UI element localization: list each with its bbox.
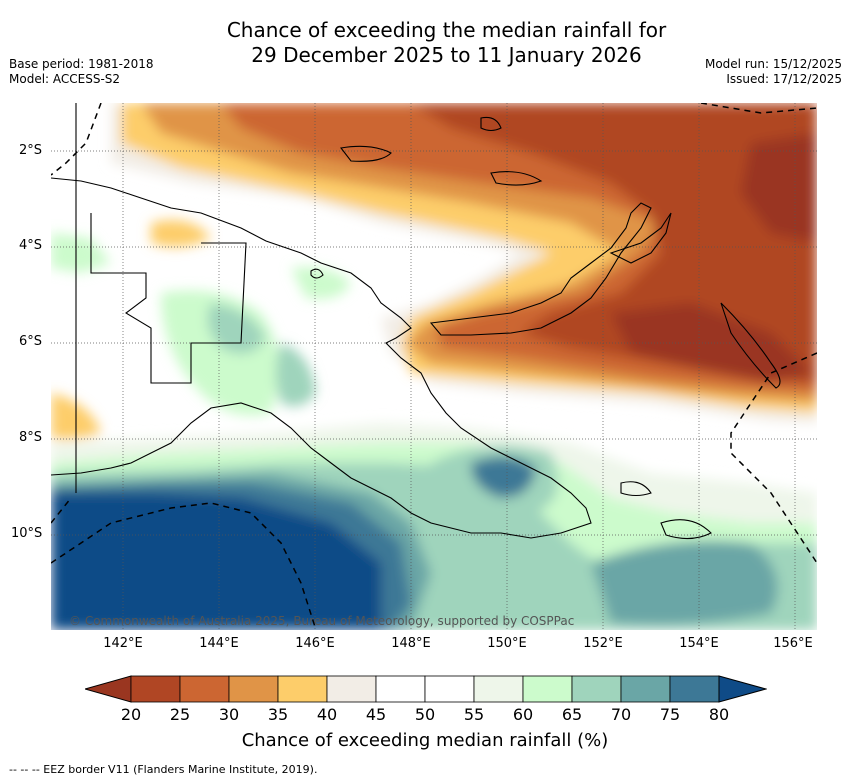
lon-label-144e: 144°E [199, 636, 239, 651]
colorbar-cell [571, 675, 622, 703]
colorbar-cell [277, 675, 328, 703]
colorbar-tick: 60 [512, 705, 534, 724]
lat-label-10s: 10°S [11, 526, 43, 541]
lon-label-156e: 156°E [773, 636, 813, 651]
colorbar-tick: 20 [120, 705, 142, 724]
graticule [51, 103, 817, 630]
title-line-2: 29 December 2025 to 11 January 2026 [251, 43, 642, 67]
info-right: Model run: 15/12/2025 Issued: 17/12/2025 [705, 57, 842, 87]
colorbar-tick: 25 [169, 705, 191, 724]
lat-label-6s: 6°S [19, 334, 43, 349]
colorbar-cell [179, 675, 230, 703]
model-name: Model: ACCESS-S2 [9, 72, 121, 86]
lon-label-150e: 150°E [487, 636, 527, 651]
colorbar-cell [473, 675, 524, 703]
colorbar-cell [375, 675, 426, 703]
colorbar-title: Chance of exceeding median rainfall (%) [241, 730, 609, 751]
colorbar-tick: 80 [708, 705, 730, 724]
title-line-1: Chance of exceeding the median rainfall … [226, 18, 667, 42]
colorbar-cell [424, 675, 475, 703]
colorbar-cell [326, 675, 377, 703]
coastlines [51, 103, 781, 540]
colorbar-cells [130, 675, 720, 703]
lon-label-154e: 154°E [679, 636, 719, 651]
map-canvas [51, 103, 817, 630]
colorbar-cell [669, 675, 720, 703]
info-left: Base period: 1981-2018 Model: ACCESS-S2 [9, 57, 154, 87]
colorbar-over-arrow [718, 675, 767, 703]
rainfall-shading [51, 103, 817, 630]
model-run: Model run: 15/12/2025 [704, 57, 842, 71]
colorbar [85, 675, 767, 703]
lon-label-146e: 146°E [295, 636, 335, 651]
colorbar-tick: 35 [267, 705, 289, 724]
colorbar-cell [130, 675, 181, 703]
lon-label-142e: 142°E [103, 636, 143, 651]
colorbar-cell [620, 675, 671, 703]
eez-footnote: -- -- -- EEZ border V11 (Flanders Marine… [9, 763, 318, 776]
rainfall-map [51, 103, 817, 630]
colorbar-tick: 45 [365, 705, 387, 724]
colorbar-tick: 50 [414, 705, 436, 724]
colorbar-tick: 55 [463, 705, 485, 724]
chart-title: Chance of exceeding the median rainfall … [0, 18, 850, 68]
base-period: Base period: 1981-2018 [9, 57, 154, 71]
lon-label-148e: 148°E [391, 636, 431, 651]
colorbar-cell [228, 675, 279, 703]
lat-label-8s: 8°S [19, 430, 43, 445]
map-credit: © Commonwealth of Australia 2025, Bureau… [69, 614, 575, 628]
lat-label-2s: 2°S [19, 143, 43, 158]
lon-label-152e: 152°E [583, 636, 623, 651]
colorbar-under-arrow [85, 675, 132, 703]
eez-borders [51, 103, 817, 630]
colorbar-tick: 75 [659, 705, 681, 724]
colorbar-tick: 40 [316, 705, 338, 724]
colorbar-cell [522, 675, 573, 703]
issued-date: Issued: 17/12/2025 [726, 72, 842, 86]
colorbar-tick: 65 [561, 705, 583, 724]
colorbar-tick: 30 [218, 705, 240, 724]
colorbar-tick: 70 [610, 705, 632, 724]
lat-label-4s: 4°S [19, 238, 43, 253]
